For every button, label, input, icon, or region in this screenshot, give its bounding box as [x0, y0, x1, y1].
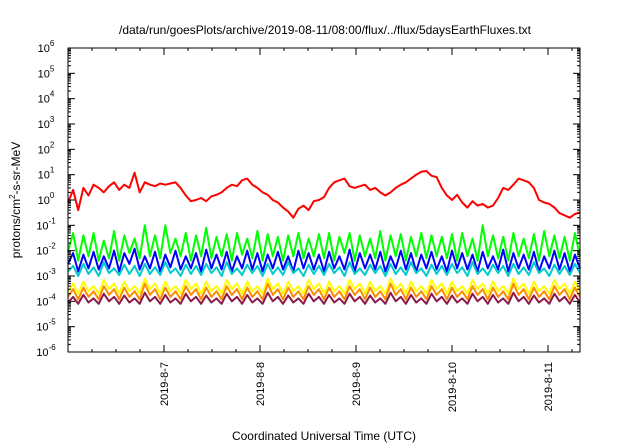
x-tick-label: 2019-8-8 [255, 362, 267, 406]
series-line [67, 247, 581, 273]
series-line [67, 170, 581, 219]
y-axis-label-part: -s-sr-MeV [9, 142, 23, 195]
y-tick-label: 104 [38, 90, 55, 106]
y-axis-label: protons/cm2-s-sr-MeV [8, 142, 23, 258]
x-tick-label: 2019-8-9 [351, 362, 363, 406]
series-line [67, 291, 581, 305]
y-tick-label: 100 [38, 191, 55, 207]
y-tick-label: 10-2 [36, 242, 56, 258]
axis-ticks: 10-6 10-5 10-4 10-3 10-2 10-1 100 101 102 103 104 1… [36, 39, 580, 412]
x-tick-label: 2019-8-10 [447, 362, 459, 412]
y-tick-label: 106 [38, 39, 55, 55]
y-tick-label: 10-3 [36, 267, 56, 283]
series-line [67, 224, 581, 262]
y-tick-label: 103 [38, 115, 55, 131]
y-tick-label: 101 [38, 166, 55, 182]
y-tick-label: 10-6 [36, 343, 56, 359]
chart-title: /data/run/goesPlots/archive/2019-08-11/0… [119, 23, 532, 37]
y-axis-label-part: protons/cm [9, 199, 23, 258]
y-tick-label: 105 [38, 64, 55, 80]
y-tick-label: 10-5 [36, 318, 56, 334]
y-tick-label: 102 [38, 140, 55, 156]
x-tick-label: 2019-8-11 [543, 362, 555, 411]
series-layer [67, 170, 581, 305]
y-tick-label: 10-1 [36, 216, 56, 232]
series-line [67, 282, 581, 301]
x-tick-label: 2019-8-7 [159, 362, 171, 406]
y-tick-label: 10-4 [36, 292, 56, 308]
plot-frame [67, 47, 581, 353]
y-axis-label-superscript: 2 [8, 194, 17, 199]
series-line [67, 261, 581, 277]
series-line [67, 277, 581, 295]
x-axis-label: Coordinated Universal Time (UTC) [232, 429, 416, 443]
